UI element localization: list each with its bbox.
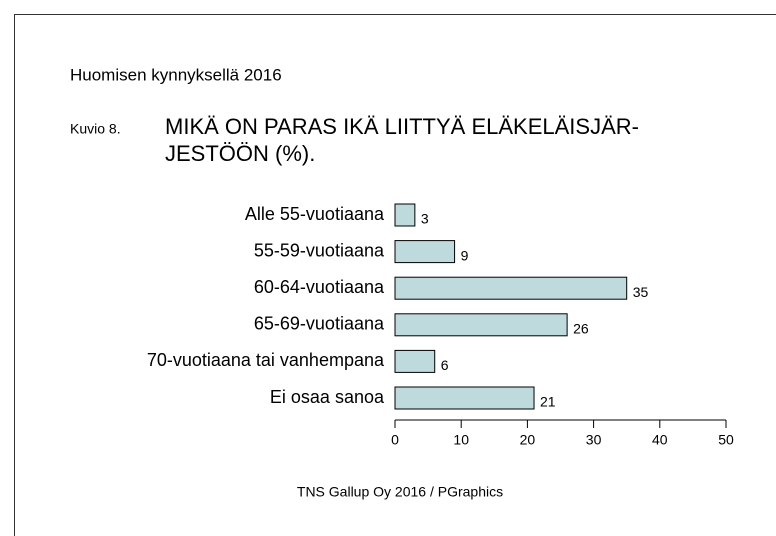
frame [14, 14, 776, 536]
value-label: 35 [633, 284, 649, 300]
bar [394, 203, 416, 227]
x-tick-label: 40 [652, 432, 668, 448]
chart-title: JESTÖÖN (%). [165, 141, 315, 166]
chart-subtitle: Huomisen kynnyksellä 2016 [70, 65, 282, 84]
y-tick-label: 70-vuotiaana tai vanhempana [147, 350, 385, 370]
bar [394, 386, 535, 410]
x-tick-label: 0 [391, 432, 399, 448]
y-tick-label: Alle 55-vuotiaana [245, 204, 385, 224]
bar [394, 240, 456, 264]
x-tick-label: 30 [586, 432, 602, 448]
value-label: 21 [540, 394, 556, 410]
value-label: 9 [461, 247, 469, 263]
x-tick-label: 20 [520, 432, 536, 448]
bar [394, 349, 436, 373]
chart-title: MIKÄ ON PARAS IKÄ LIITTYÄ ELÄKELÄISJÄR- [165, 114, 639, 139]
x-tick-label: 50 [718, 432, 734, 448]
value-label: 3 [421, 211, 429, 227]
source: TNS Gallup Oy 2016 / PGraphics [297, 484, 503, 500]
bar [394, 313, 568, 337]
y-tick-label: 55-59-vuotiaana [254, 240, 385, 260]
y-tick-label: 65-69-vuotiaana [254, 314, 385, 334]
y-tick-label: 60-64-vuotiaana [254, 277, 385, 297]
figure-label: Kuvio 8. [70, 121, 121, 137]
value-label: 6 [441, 357, 449, 373]
value-label: 26 [573, 321, 589, 337]
bar [394, 276, 628, 300]
y-tick-label: Ei osaa sanoa [270, 387, 385, 407]
x-tick-label: 10 [453, 432, 469, 448]
